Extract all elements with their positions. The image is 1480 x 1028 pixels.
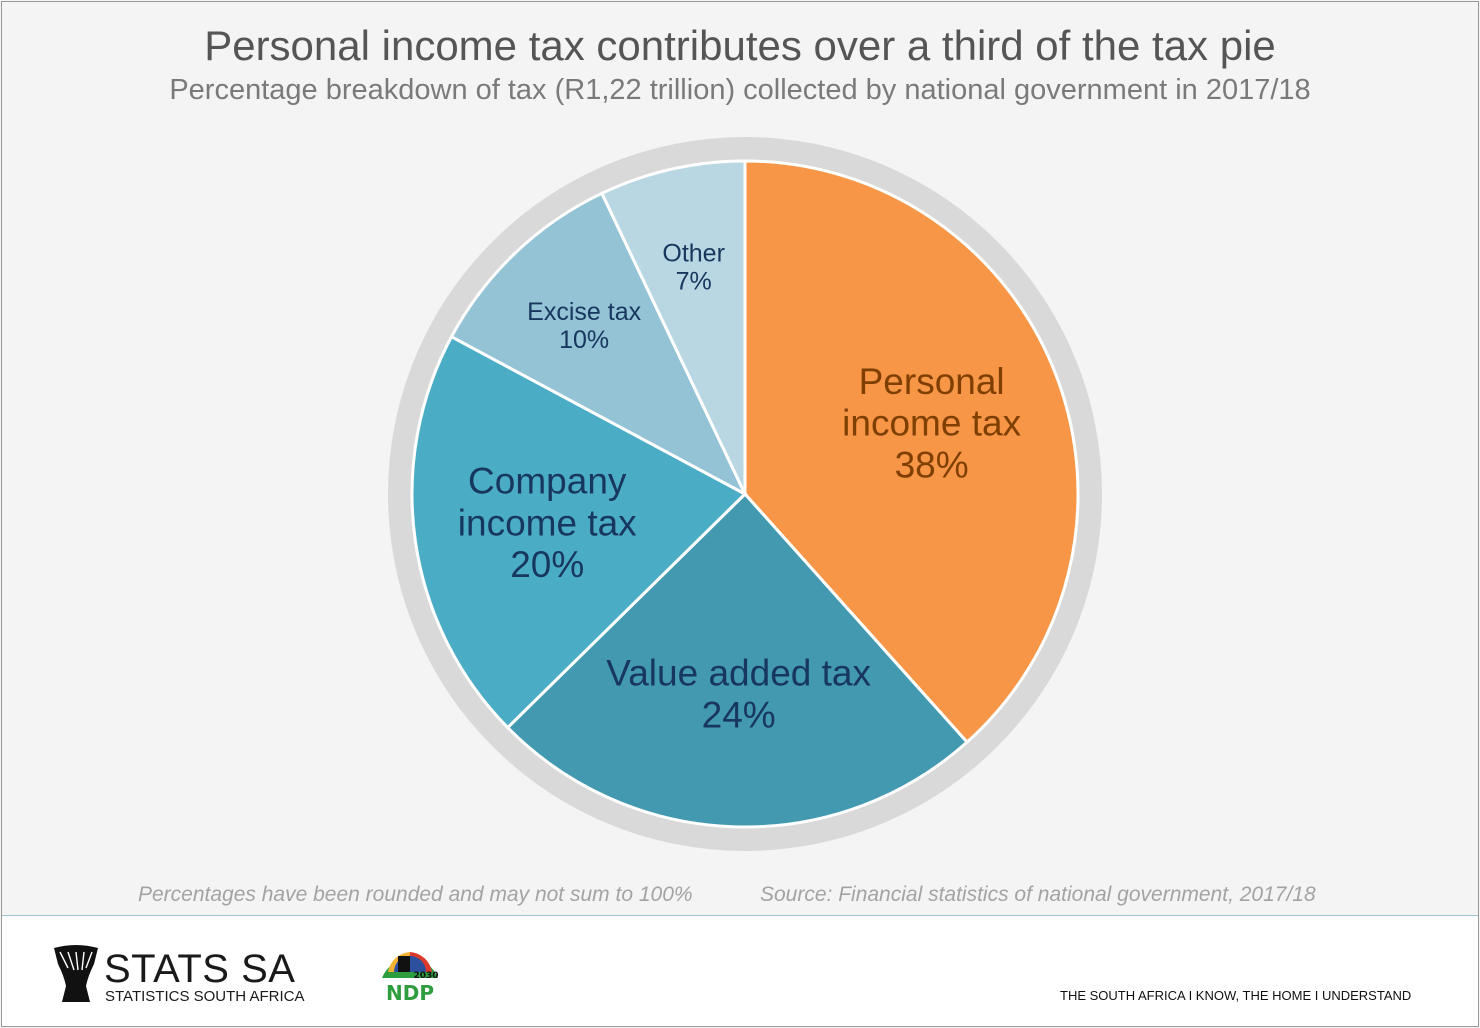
footer-divider — [2, 915, 1478, 916]
pie-slice-2 — [410, 334, 748, 730]
pie-label-0: Personal income tax 38% — [842, 361, 1021, 486]
rounding-note: Percentages have been rounded and may no… — [138, 883, 693, 906]
pie-chart: Personal income tax 38% Value added tax 24% C… — [388, 137, 1102, 851]
source-note: Source: Financial statistics of national… — [760, 883, 1316, 906]
pie-label-1: Value added tax 24% — [606, 653, 871, 736]
pie-slice-1 — [505, 491, 970, 829]
statssa-subtitle: STATISTICS SOUTH AFRICA — [105, 988, 305, 1005]
ndp-year: 2030 — [413, 971, 438, 981]
footer-bar — [2, 916, 1478, 1026]
pie-slice-3 — [449, 191, 749, 498]
ndp-label: NDP — [386, 981, 434, 1004]
footer-tagline: THE SOUTH AFRICA I KNOW, THE HOME I UNDE… — [1060, 988, 1412, 1003]
pie-label-3: Excise tax 10% — [527, 298, 641, 354]
chart-subtitle: Percentage breakdown of tax (R1,22 trill… — [169, 74, 1311, 106]
statssa-logo-icon — [54, 945, 98, 1002]
pie-slice-4 — [599, 159, 747, 495]
chart-title: Personal income tax contributes over a t… — [204, 22, 1276, 69]
statssa-brand: STATS SA — [104, 947, 296, 991]
ndp-logo-icon: 2030 NDP — [382, 952, 439, 1004]
pie-slice-0 — [743, 159, 1080, 745]
pie-label-2: Company income tax 20% — [458, 461, 637, 586]
pie-label-4: Other 7% — [662, 239, 725, 295]
